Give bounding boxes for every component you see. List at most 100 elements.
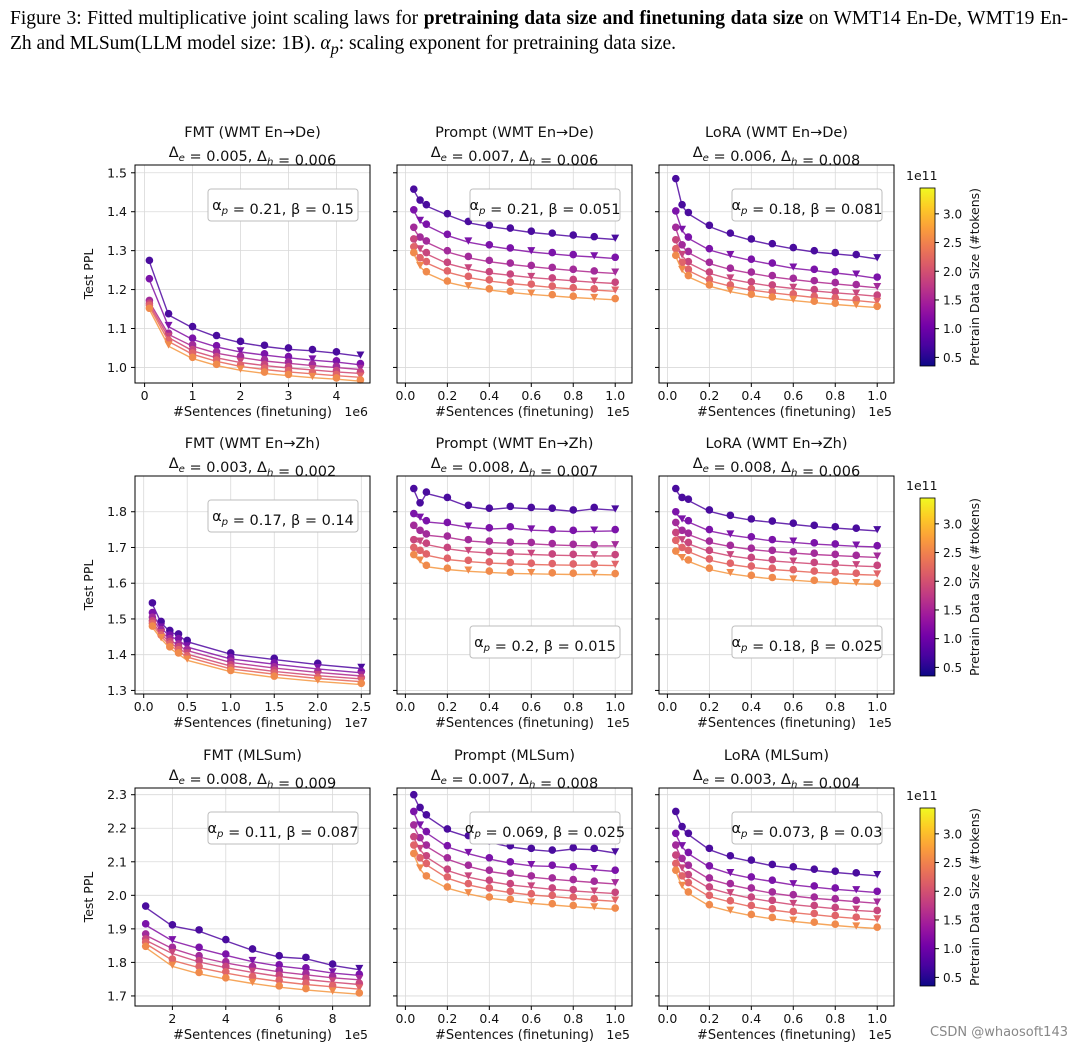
data-marker-circle xyxy=(527,559,536,567)
data-marker-circle xyxy=(485,504,494,512)
data-marker-circle xyxy=(789,547,798,556)
x-tick-label: 4 xyxy=(332,388,340,403)
data-marker-triangle xyxy=(527,289,536,297)
colorbar-tick-label: 1.0 xyxy=(943,942,962,956)
data-marker-circle xyxy=(422,516,431,525)
data-marker-circle xyxy=(768,888,777,896)
data-marker-circle xyxy=(221,962,230,971)
data-marker-circle xyxy=(810,297,819,306)
data-marker-circle xyxy=(684,829,693,838)
data-marker-circle xyxy=(726,281,735,289)
data-marker-triangle xyxy=(416,245,425,253)
data-marker-circle xyxy=(789,243,798,252)
data-marker-triangle xyxy=(416,864,425,872)
annotation-text: αp = 0.11, β = 0.087 xyxy=(207,821,358,841)
data-marker-circle xyxy=(569,885,578,894)
data-marker-triangle xyxy=(527,882,536,890)
data-marker-triangle xyxy=(527,549,536,557)
x-tick-label: 0.8 xyxy=(563,1011,583,1026)
data-marker-circle xyxy=(409,535,418,544)
annotation-box xyxy=(731,625,883,659)
data-marker-circle xyxy=(831,278,840,287)
fit-line-2.5e11 xyxy=(413,845,616,902)
data-marker-circle xyxy=(443,246,452,255)
data-marker-circle xyxy=(768,860,777,869)
data-marker-circle xyxy=(671,223,680,232)
data-marker-circle xyxy=(506,502,515,511)
plot-subtitle: Δe = 0.006, Δh = 0.008 xyxy=(693,145,861,169)
data-marker-circle xyxy=(747,268,756,276)
data-marker-circle xyxy=(416,546,424,555)
data-marker-circle xyxy=(416,499,424,507)
data-marker-circle xyxy=(569,843,578,852)
x-tick-label: 0.0 xyxy=(657,1011,677,1026)
data-marker-circle xyxy=(873,541,882,550)
data-marker-triangle xyxy=(852,922,861,930)
data-marker-triangle xyxy=(590,569,599,578)
data-marker-circle xyxy=(726,511,735,520)
colorbar-bar xyxy=(919,807,936,987)
data-marker-circle xyxy=(409,521,418,530)
data-marker-circle xyxy=(747,532,756,541)
data-marker-circle xyxy=(527,280,536,288)
data-marker-triangle xyxy=(611,234,620,242)
data-marker-circle xyxy=(409,509,418,518)
data-marker-circle xyxy=(705,555,714,563)
x-axis-exponent: 1e5 xyxy=(868,1027,892,1042)
data-marker-circle xyxy=(485,866,494,874)
data-marker-triangle xyxy=(590,903,599,911)
data-marker-triangle xyxy=(789,295,798,304)
data-marker-circle xyxy=(443,518,452,527)
data-marker-circle xyxy=(422,561,431,570)
data-marker-circle xyxy=(409,185,418,193)
data-marker-triangle xyxy=(789,283,798,292)
x-tick-label: 1.0 xyxy=(605,388,625,403)
colorbar-tick-label: 0.5 xyxy=(943,661,962,675)
annotation-box xyxy=(207,188,359,222)
data-marker-circle xyxy=(248,945,257,953)
data-marker-circle xyxy=(443,532,452,540)
data-marker-circle xyxy=(768,904,777,913)
x-tick-label: 0.4 xyxy=(741,1011,761,1026)
data-marker-circle xyxy=(768,281,777,289)
fit-line-0.5e11 xyxy=(413,489,616,513)
data-marker-circle xyxy=(302,984,310,993)
data-marker-circle xyxy=(485,876,494,885)
x-tick-label: 4 xyxy=(222,1011,230,1026)
data-marker-circle xyxy=(611,904,620,912)
plot-subtitle: Δe = 0.008, Δh = 0.007 xyxy=(431,456,599,480)
x-tick-label: 2.5 xyxy=(351,699,371,714)
data-marker-circle xyxy=(831,903,840,912)
data-marker-circle xyxy=(548,274,557,282)
plot-frame xyxy=(134,475,371,695)
data-marker-circle xyxy=(569,526,578,535)
x-tick-label: 0.4 xyxy=(479,1011,499,1026)
fit-line-3.0e11 xyxy=(148,309,361,382)
data-marker-circle xyxy=(747,562,756,570)
colorbar-exponent: 1e11 xyxy=(906,168,938,183)
data-marker-circle xyxy=(768,271,777,280)
data-marker-circle xyxy=(409,205,418,214)
x-axis-label: #Sentences (finetuning) xyxy=(173,1028,332,1043)
data-marker-triangle xyxy=(852,301,861,309)
data-marker-triangle xyxy=(590,252,599,260)
plot-frame xyxy=(396,164,633,384)
data-marker-circle xyxy=(678,526,686,535)
data-marker-triangle xyxy=(464,546,473,555)
data-marker-circle xyxy=(485,256,494,265)
y-axis-label: Test PPL xyxy=(81,872,96,924)
x-tick-label: 1.0 xyxy=(605,1011,625,1026)
data-marker-triangle xyxy=(873,915,882,923)
data-marker-circle xyxy=(464,252,473,261)
x-axis-label: #Sentences (finetuning) xyxy=(697,716,856,731)
x-tick-label: 2.0 xyxy=(308,699,328,714)
data-marker-circle xyxy=(443,853,452,862)
data-marker-circle xyxy=(548,525,557,534)
data-marker-circle xyxy=(195,968,203,977)
x-axis-exponent: 1e6 xyxy=(344,404,368,419)
data-marker-triangle xyxy=(464,264,473,272)
data-marker-triangle xyxy=(464,282,473,290)
data-marker-circle xyxy=(248,972,257,981)
data-marker-circle xyxy=(684,257,693,266)
